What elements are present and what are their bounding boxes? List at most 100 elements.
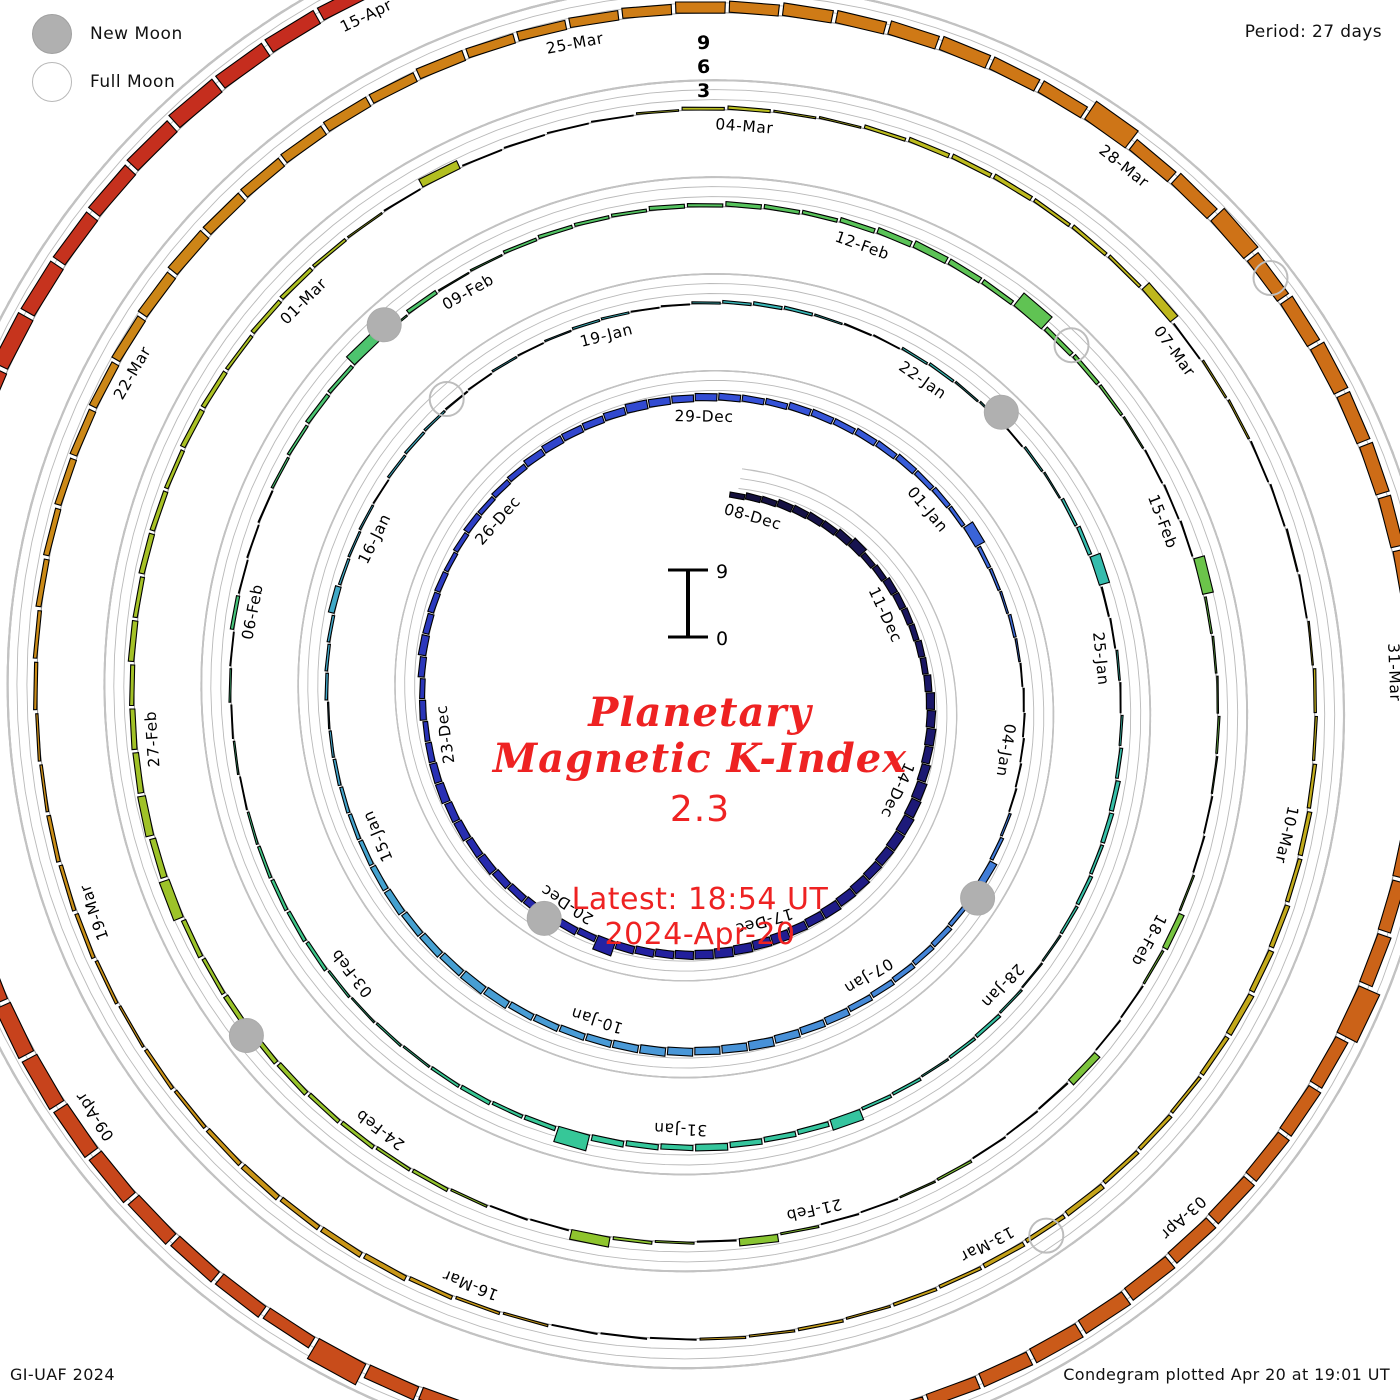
kp-bar [400, 911, 424, 938]
kp-bar [375, 1022, 403, 1048]
kp-bar [1215, 715, 1221, 755]
kp-bar [1307, 620, 1315, 666]
kp-bar [202, 192, 246, 236]
kp-bar [54, 457, 78, 507]
kp-bar [1128, 138, 1177, 183]
kp-bar [304, 393, 331, 425]
kp-bar [892, 591, 907, 611]
kp-bar [760, 495, 778, 508]
kp-bar [776, 498, 795, 513]
kp-bar [239, 776, 248, 811]
kp-bar [422, 612, 435, 635]
full-moon-icon [32, 62, 72, 102]
kp-bar [818, 115, 862, 129]
kp-bar [21, 1053, 65, 1111]
kp-bar [327, 364, 355, 395]
kp-bar [799, 1019, 827, 1036]
kp-bar [764, 397, 789, 411]
kp-bar [1269, 483, 1286, 527]
kp-bar [590, 114, 634, 123]
kp-bar [666, 1046, 694, 1057]
date-label: 04-Jan [993, 722, 1019, 778]
kp-bar [1336, 985, 1381, 1044]
new-moon-marker [960, 880, 996, 916]
kp-bar [87, 164, 137, 218]
kp-bar [660, 303, 691, 308]
legend-item-new-moon: New Moon [22, 10, 183, 58]
kp-bar [600, 311, 630, 321]
kp-bar [201, 957, 226, 996]
kp-bar [469, 253, 503, 272]
moon-phase-legend: New Moon Full Moon [22, 10, 183, 106]
kp-bar [415, 49, 467, 80]
kp-bar [741, 394, 766, 406]
kp-bar [1312, 668, 1317, 714]
kp-bar [823, 1007, 851, 1026]
kp-bar [167, 229, 210, 276]
kp-bar [419, 678, 426, 700]
kp-bar [691, 301, 721, 305]
kp-bar [727, 105, 771, 114]
kp-bar [874, 845, 895, 867]
kp-bar [316, 0, 365, 21]
kp-bar [847, 994, 874, 1013]
kp-bar [1298, 574, 1308, 619]
date-label: 13-Mar [957, 1223, 1017, 1266]
kp-bar [305, 940, 328, 972]
kp-bar [1114, 747, 1124, 780]
kp-bar [928, 362, 955, 383]
kp-bar [491, 1100, 524, 1119]
kp-bar [1037, 80, 1089, 119]
kp-bar [938, 35, 992, 69]
kp-bar [568, 9, 620, 29]
kp-bar [523, 1114, 557, 1132]
kp-bar [686, 203, 724, 208]
kp-bar [584, 1033, 613, 1049]
kp-bar [507, 883, 528, 903]
kp-bar [1358, 932, 1392, 988]
kp-bar [834, 528, 853, 546]
kp-bar [35, 713, 42, 762]
kp-bar [913, 469, 935, 491]
kp-bar [1210, 207, 1259, 260]
axis-number-9: 9 [697, 32, 710, 54]
kp-bar [1169, 1075, 1202, 1114]
kp-bar [925, 709, 937, 729]
kp-bar [149, 837, 168, 880]
scale-bottom-label: 0 [716, 628, 728, 650]
kp-bar [895, 814, 915, 836]
kp-bar [418, 699, 427, 721]
kp-bar [998, 988, 1024, 1014]
kp-bar [721, 1042, 749, 1054]
kp-bar [900, 607, 914, 626]
kp-bar [1216, 675, 1220, 714]
kp-bar [845, 1304, 892, 1320]
date-label: 18-Feb [1128, 911, 1170, 969]
kp-bar [843, 322, 873, 337]
kp-bar [992, 173, 1034, 202]
kp-bar [1246, 251, 1290, 302]
kp-bar [988, 567, 1002, 592]
date-label: 27-Feb [142, 710, 164, 768]
kp-bar [383, 888, 406, 916]
kp-bar [660, 1143, 694, 1152]
kp-bar [337, 557, 351, 586]
kp-bar [357, 839, 375, 867]
kp-bar [860, 1198, 899, 1214]
kp-bar [611, 1039, 640, 1054]
kp-bar [439, 952, 465, 977]
kp-bar [149, 490, 169, 532]
new-moon-marker [983, 394, 1019, 430]
kp-bar [938, 1266, 983, 1289]
kp-bar [52, 211, 99, 266]
kp-bar [405, 289, 438, 315]
kp-bar [1014, 763, 1023, 788]
kp-bar [1119, 682, 1122, 714]
kp-bar [936, 1159, 973, 1182]
kp-bar [1095, 1019, 1122, 1051]
kp-bar [860, 1094, 893, 1111]
kp-bar [744, 492, 763, 504]
kp-bar [1279, 1084, 1322, 1137]
